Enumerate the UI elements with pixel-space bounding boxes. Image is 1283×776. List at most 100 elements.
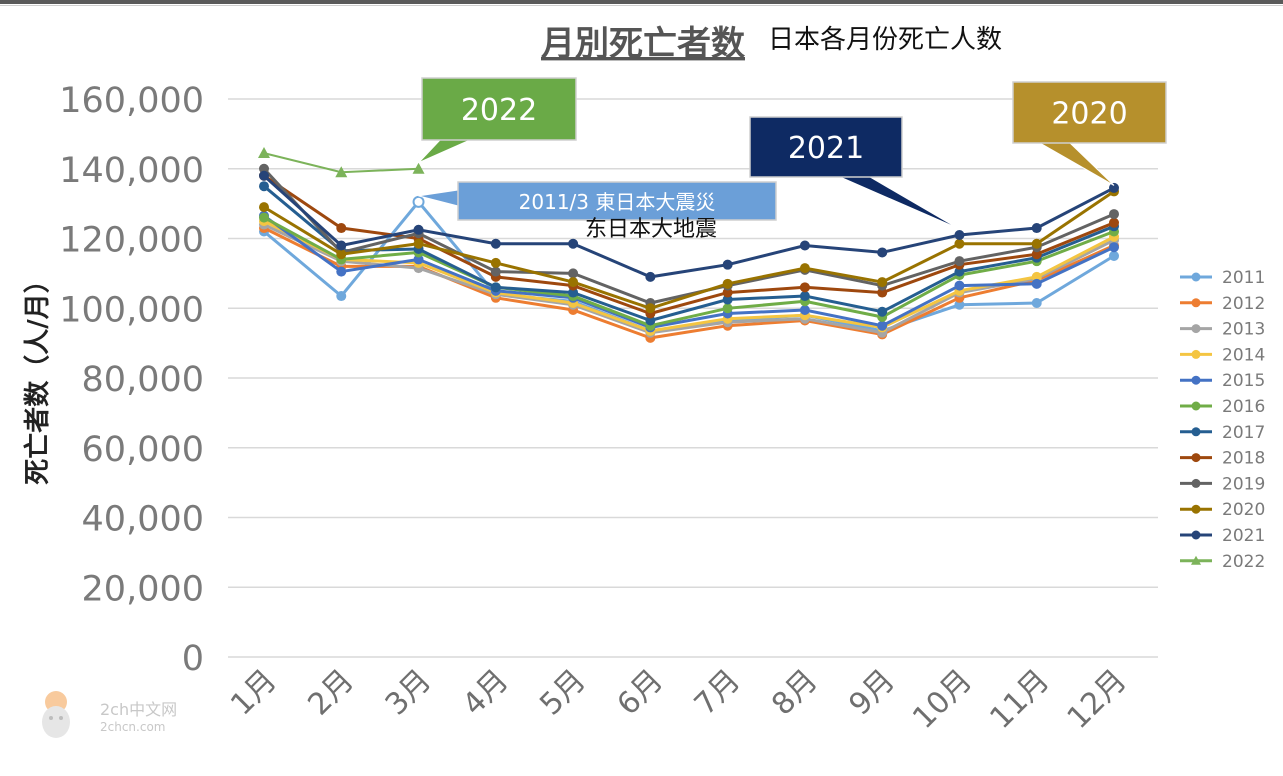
- data-point: [259, 202, 269, 213]
- data-point: [336, 291, 347, 302]
- series-line: [263, 223, 1115, 335]
- legend-item-2021: 2021: [1180, 526, 1265, 546]
- data-point: [954, 256, 965, 267]
- data-point: [1109, 182, 1119, 193]
- data-point: [645, 271, 656, 282]
- callout-label: 2021: [788, 131, 864, 166]
- data-point: [413, 224, 424, 235]
- y-tick-label: 160,000: [59, 81, 204, 121]
- mascot-icon: [42, 691, 70, 738]
- data-point: [259, 170, 269, 181]
- legend-label: 2018: [1222, 449, 1265, 469]
- data-point: [1109, 242, 1119, 253]
- data-point: [722, 259, 733, 270]
- legend-label: 2020: [1222, 500, 1265, 520]
- data-point: [1031, 271, 1042, 282]
- legend-item-2017: 2017: [1180, 423, 1265, 443]
- legend-item-2016: 2016: [1180, 397, 1265, 417]
- legend-label: 2012: [1222, 294, 1265, 314]
- legend-item-2018: 2018: [1180, 449, 1265, 469]
- data-point: [259, 181, 269, 192]
- y-tick-label: 60,000: [82, 430, 204, 470]
- series-line: [263, 214, 1115, 329]
- legend-label: 2015: [1222, 371, 1265, 391]
- legend-label: 2017: [1222, 423, 1265, 443]
- series-line: [263, 185, 1115, 323]
- data-point: [336, 266, 347, 277]
- series-2021: [259, 170, 1119, 282]
- legend-item-2020: 2020: [1180, 500, 1265, 520]
- data-point: [799, 282, 810, 293]
- legend-label: 2016: [1222, 397, 1265, 417]
- data-point: [954, 230, 965, 241]
- legend-item-2013: 2013: [1180, 320, 1265, 340]
- series-2022: [258, 147, 425, 178]
- x-tick-label: 5月: [533, 663, 592, 722]
- legend-item-2012: 2012: [1180, 294, 1265, 314]
- data-point: [799, 263, 810, 274]
- x-tick-label: 1月: [224, 663, 283, 722]
- data-point: [799, 240, 810, 251]
- x-tick-label: 7月: [688, 663, 747, 722]
- callout-2011-3-: 2011/3 東日本大震災: [418, 181, 777, 221]
- data-point: [645, 315, 656, 326]
- data-point: [877, 247, 888, 258]
- data-point: [722, 294, 733, 305]
- callout-2020: 2020: [1012, 81, 1167, 186]
- y-tick-label: 20,000: [82, 569, 204, 609]
- data-point: [954, 280, 965, 291]
- data-point: [568, 287, 579, 298]
- legend-label: 2013: [1222, 320, 1265, 340]
- y-axis-ticks: 0 20,000 40,000 60,000 80,000 100,000 120,000 1…: [59, 81, 204, 679]
- data-point: [722, 278, 733, 289]
- y-tick-label: 120,000: [59, 221, 204, 261]
- data-point: [799, 291, 810, 302]
- legend-label: 2022: [1222, 552, 1265, 572]
- top-border: [0, 0, 1283, 4]
- x-tick-label: 8月: [765, 663, 824, 722]
- data-point: [258, 147, 270, 159]
- y-axis-label: 死亡者数（人/月）: [22, 267, 53, 485]
- data-point: [1109, 250, 1119, 261]
- data-point: [1031, 278, 1042, 289]
- data-point: [877, 306, 888, 317]
- data-point: [490, 266, 501, 277]
- top-border-line: [0, 5, 1283, 6]
- x-tick-label: 3月: [379, 663, 438, 722]
- data-point: [722, 303, 733, 314]
- data-point: [336, 240, 347, 251]
- data-point: [413, 238, 424, 249]
- legend-label: 2021: [1222, 526, 1265, 546]
- data-point: [259, 212, 269, 223]
- y-tick-label: 0: [182, 639, 204, 679]
- data-point: [954, 238, 965, 249]
- earthquake-note: 东日本大地震: [585, 217, 717, 242]
- data-point: [335, 166, 348, 178]
- data-point: [336, 223, 347, 234]
- y-tick-label: 140,000: [59, 151, 204, 191]
- series-line: [262, 167, 1115, 305]
- chart-subtitle: 日本各月份死亡人数: [768, 25, 1002, 55]
- x-tick-label: 4月: [456, 663, 515, 722]
- data-point: [336, 249, 347, 260]
- data-point: [490, 282, 501, 293]
- x-tick-label: 10月: [906, 663, 979, 736]
- legend-item-2015: 2015: [1180, 371, 1265, 391]
- legend-label: 2014: [1222, 345, 1265, 365]
- data-point: [1031, 249, 1042, 260]
- callouts: 2022 2021 2020 2011/3 東日本大震災: [418, 77, 1167, 230]
- y-tick-label: 100,000: [59, 290, 204, 330]
- callout-2022: 2022: [418, 77, 577, 164]
- data-point: [412, 162, 425, 174]
- data-point: [1109, 209, 1119, 220]
- data-point: [877, 287, 888, 298]
- data-point: [877, 277, 888, 288]
- data-point: [1109, 217, 1119, 228]
- legend-item-2011: 2011: [1180, 268, 1265, 288]
- callout-2021: 2021: [749, 116, 960, 230]
- data-point: [722, 287, 733, 298]
- x-tick-label: 2月: [301, 663, 360, 722]
- watermark-url: 2chcn.com: [100, 720, 166, 734]
- callout-label: 2011/3 東日本大震災: [519, 190, 716, 214]
